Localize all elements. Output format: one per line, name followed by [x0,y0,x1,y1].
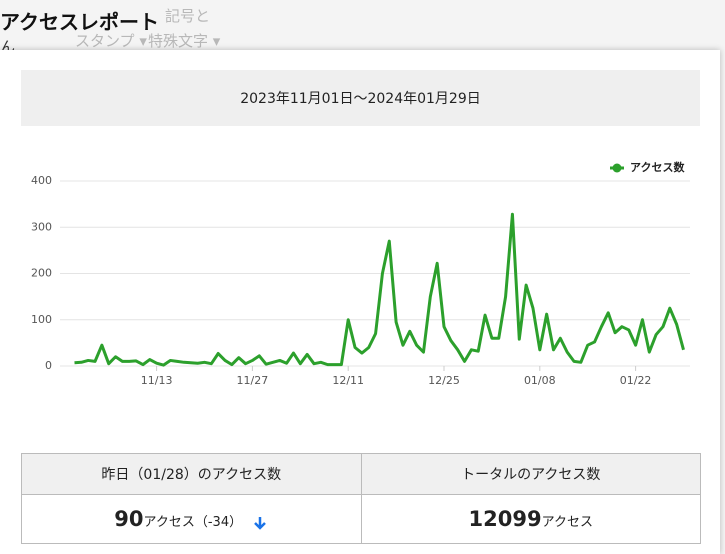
legend-swatch [612,163,622,173]
down-arrow [254,516,267,530]
stats-table: 昨日（01/28）のアクセス数 トータルのアクセス数 90アクセス（-34） 1… [21,453,701,544]
stat-value: 12099アクセス [360,494,701,544]
x-tick-label: 11/13 [141,374,173,387]
x-tick-label: 11/27 [237,374,269,387]
modal-title: アクセスレポート [0,10,159,34]
bg-text: 特殊文字 ▾ [148,32,221,50]
stat-number: 90 [114,507,144,531]
bg-text: 記号と [165,7,211,25]
x-tick-label: 12/11 [332,374,364,387]
stat-unit: アクセス [541,515,593,530]
line [74,212,685,367]
x-tick-label: 01/08 [524,374,556,387]
date-range: 2023年11月01日〜2024年01月29日 [21,70,700,126]
stat-number: 12099 [468,507,542,531]
stat-value: 90アクセス（-34） [21,494,362,544]
y-tick-label: 200 [31,267,52,280]
y-tick-label: 100 [31,313,52,326]
y-tick-label: 400 [31,174,52,187]
legend-label: アクセス数 [630,160,685,174]
y-tick-label: 300 [31,220,52,233]
bg-text: スタンプ ▾ [75,32,147,50]
y-tick-label: 0 [45,359,52,372]
stat-diff: （-34） [194,515,243,530]
x-tick-label: 01/22 [620,374,652,387]
stat-unit: アクセス [143,515,195,530]
x-tick-label: 12/25 [428,374,460,387]
chart: 0 100 200 300 400 11/13 11/27 12/11 12/25 01/08 01… [31,160,690,387]
stat-header: トータルのアクセス数 [360,453,701,495]
stat-header: 昨日（01/28）のアクセス数 [21,453,362,495]
